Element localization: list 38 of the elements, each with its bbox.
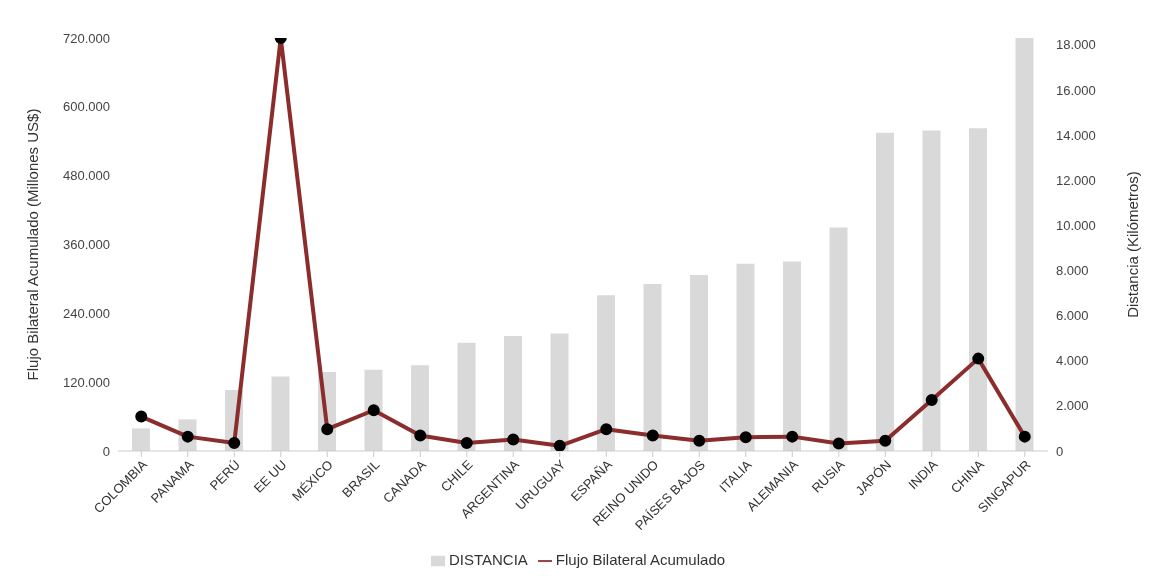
bar	[969, 128, 987, 451]
y2-axis-title: Distancia (Kilómetros)	[1124, 171, 1142, 318]
y-tick-label: 720.000	[63, 30, 110, 46]
y-axis-title: Flujo Bilateral Acumulado (Millones US$)	[24, 108, 42, 381]
bar	[271, 376, 290, 451]
bar	[457, 342, 476, 451]
bar	[1015, 38, 1034, 451]
y2-tick-label: 16.000	[1056, 82, 1096, 98]
y-tick-label: 480.000	[63, 168, 110, 184]
bar	[829, 227, 848, 451]
y2-tick-label: 2.000	[1056, 398, 1089, 414]
bar	[550, 333, 569, 451]
bar	[876, 132, 894, 451]
legend-label: Flujo Bilateral Acumulado	[555, 550, 726, 568]
y2-tick-label: 12.000	[1056, 172, 1096, 188]
y2-tick-label: 8.000	[1056, 263, 1089, 279]
bar	[504, 335, 522, 451]
y-tick-label: 0	[102, 443, 110, 459]
y-tick-label: 600.000	[63, 99, 110, 115]
bar	[411, 365, 429, 451]
y2-tick-label: 0	[1056, 443, 1064, 459]
y2-tick-label: 4.000	[1056, 353, 1089, 369]
bar	[736, 263, 755, 451]
x-tick-label: EE UU	[250, 457, 290, 496]
y-tick-label: 240.000	[63, 305, 110, 321]
bar	[922, 130, 941, 451]
legend-label: DISTANCIA	[448, 550, 528, 568]
y2-tick-label: 6.000	[1056, 308, 1089, 324]
bar	[783, 261, 801, 451]
y2-tick-label: 18.000	[1056, 37, 1096, 53]
y2-tick-label: 10.000	[1056, 217, 1096, 233]
bar	[597, 295, 615, 451]
y2-tick-label: 14.000	[1056, 127, 1096, 143]
bar	[132, 428, 150, 451]
y-tick-label: 120.000	[63, 374, 110, 390]
bar	[643, 283, 662, 451]
y-tick-label: 360.000	[63, 237, 110, 253]
bar	[690, 274, 708, 451]
